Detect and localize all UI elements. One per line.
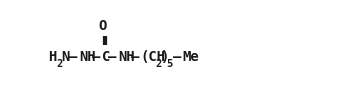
- Text: —: —: [131, 50, 140, 64]
- Text: 2: 2: [57, 59, 63, 69]
- Text: —: —: [92, 50, 101, 64]
- Text: N: N: [62, 50, 70, 64]
- Text: O: O: [99, 19, 107, 33]
- Text: C: C: [102, 50, 110, 64]
- Text: (CH: (CH: [140, 50, 165, 64]
- Text: NH: NH: [118, 50, 135, 64]
- Text: —: —: [69, 50, 77, 64]
- Text: H: H: [48, 50, 56, 64]
- Text: —: —: [173, 50, 181, 64]
- Text: Me: Me: [182, 50, 199, 64]
- Text: 5: 5: [166, 59, 173, 69]
- Text: NH: NH: [79, 50, 95, 64]
- Text: 2: 2: [156, 59, 162, 69]
- Text: —: —: [108, 50, 117, 64]
- Text: ): ): [161, 50, 169, 64]
